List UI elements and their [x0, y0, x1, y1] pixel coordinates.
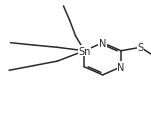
Text: N: N	[117, 62, 125, 72]
Text: Sn: Sn	[78, 46, 91, 56]
Text: N: N	[99, 38, 106, 48]
Text: S: S	[138, 43, 144, 53]
